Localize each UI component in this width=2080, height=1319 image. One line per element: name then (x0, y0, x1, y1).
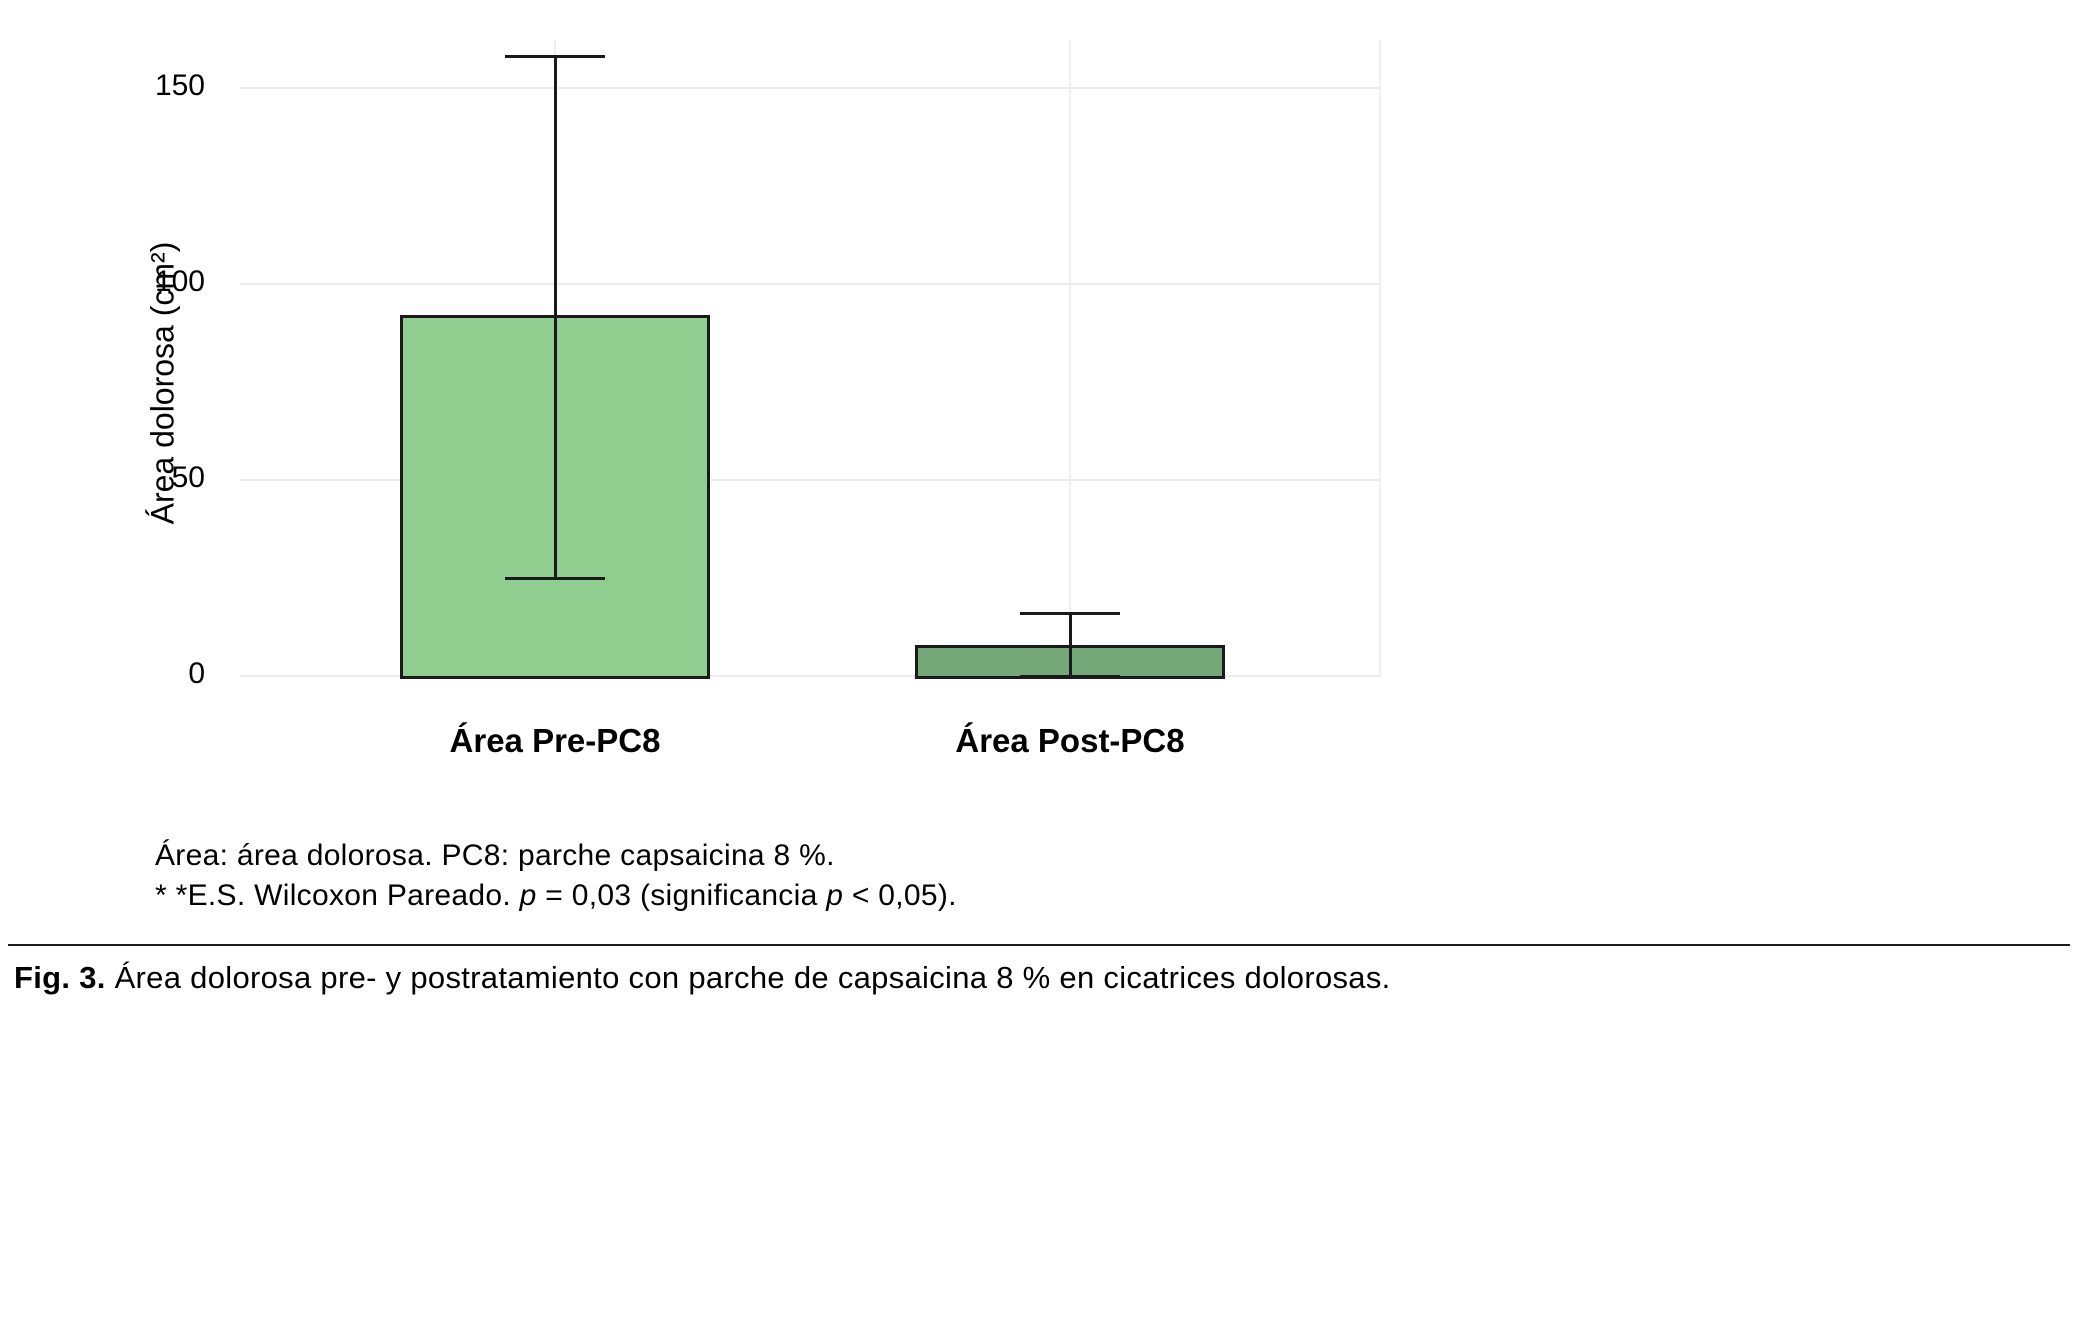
figure-caption: Fig. 3. Área dolorosa pre- y postratamie… (14, 960, 1391, 996)
gridline-horizontal (240, 87, 1380, 89)
gridline-horizontal (240, 283, 1380, 285)
y-tick-label: 50 (171, 461, 205, 494)
gridline-horizontal (240, 675, 1380, 677)
gridline-vertical (1069, 40, 1071, 676)
caption-divider-line (8, 944, 2070, 946)
plot-area: 0 50 100 150 Área Pre-PC8 Área Post-PC8 (155, 40, 1381, 840)
footnote-line-1: Área: área dolorosa. PC8: parche capsaic… (155, 839, 835, 872)
error-bar-cap-bottom (1020, 674, 1120, 678)
y-tick-label: 150 (154, 69, 205, 102)
y-tick-label: 0 (188, 657, 205, 690)
error-bar-cap-bottom (505, 576, 605, 580)
figure-footnotes: Área: área dolorosa. PC8: parche capsaic… (155, 836, 957, 916)
category-label: Área Post-PC8 (955, 722, 1185, 759)
error-bar-stem (553, 56, 557, 578)
caption-label: Fig. 3. (14, 960, 106, 995)
footnote-p-symbol: p (519, 879, 537, 912)
caption-text: Área dolorosa pre- y postratamiento con … (105, 960, 1391, 995)
footnote-line-2-suffix: < 0,05). (843, 879, 957, 912)
error-bar-cap-top (1020, 611, 1120, 615)
footnote-line-2-mid: = 0,03 (significancia (536, 879, 827, 912)
footnote-line-2: * *E.S. Wilcoxon Pareado. p = 0,03 (sign… (155, 876, 957, 916)
error-bar-cap-top (505, 55, 605, 59)
footnote-line-2-prefix: * *E.S. Wilcoxon Pareado. (155, 879, 520, 912)
y-tick-label: 100 (154, 265, 205, 298)
gridline-vertical (1379, 40, 1381, 676)
category-label: Área Pre-PC8 (449, 722, 661, 759)
error-bar-stem (1068, 613, 1072, 676)
gridline-horizontal (240, 479, 1380, 481)
footnote-p-symbol: p (826, 879, 844, 912)
